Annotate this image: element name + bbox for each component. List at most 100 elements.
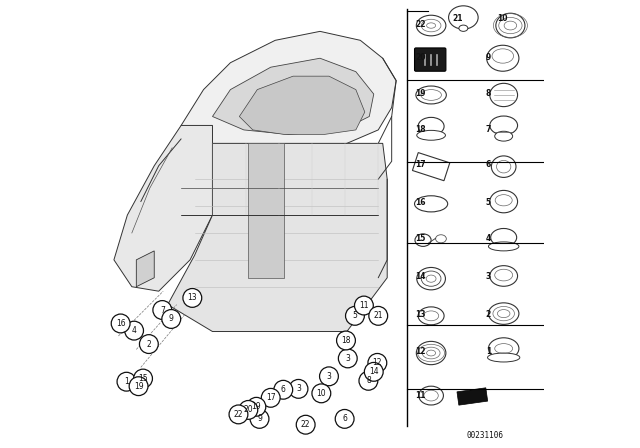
Text: 2: 2: [147, 340, 151, 349]
Text: 4: 4: [486, 234, 491, 243]
Ellipse shape: [490, 190, 518, 213]
Circle shape: [364, 362, 383, 381]
Circle shape: [162, 310, 180, 328]
Text: 3: 3: [326, 372, 332, 381]
Circle shape: [111, 314, 130, 333]
Ellipse shape: [415, 196, 448, 212]
Text: 12: 12: [415, 347, 426, 356]
Circle shape: [229, 405, 248, 424]
Text: 6: 6: [486, 160, 491, 169]
Circle shape: [140, 335, 158, 353]
Circle shape: [339, 349, 357, 368]
Text: 20: 20: [243, 405, 253, 414]
Text: 1: 1: [124, 377, 129, 386]
Ellipse shape: [490, 116, 518, 135]
Text: 16: 16: [415, 198, 426, 207]
Ellipse shape: [449, 6, 478, 29]
Polygon shape: [248, 143, 284, 278]
Polygon shape: [457, 388, 488, 405]
Circle shape: [250, 409, 269, 428]
Ellipse shape: [496, 13, 525, 38]
Ellipse shape: [488, 338, 519, 359]
Circle shape: [183, 289, 202, 307]
Polygon shape: [168, 143, 387, 332]
Text: 18: 18: [415, 125, 426, 134]
Text: 15: 15: [415, 234, 426, 243]
Circle shape: [153, 301, 172, 319]
Text: 9: 9: [257, 414, 262, 423]
Ellipse shape: [488, 353, 520, 362]
Text: 19: 19: [252, 402, 261, 411]
Text: 21: 21: [374, 311, 383, 320]
Text: 9: 9: [169, 314, 173, 323]
Text: 8: 8: [486, 89, 491, 98]
Circle shape: [289, 379, 308, 398]
Text: 22: 22: [234, 410, 243, 419]
Circle shape: [312, 384, 331, 403]
Circle shape: [125, 321, 143, 340]
Ellipse shape: [495, 131, 513, 141]
Circle shape: [319, 367, 339, 386]
Ellipse shape: [490, 83, 518, 107]
Ellipse shape: [416, 341, 446, 365]
Ellipse shape: [421, 271, 441, 286]
Text: 10: 10: [497, 14, 508, 23]
Circle shape: [261, 388, 280, 407]
Ellipse shape: [417, 267, 445, 290]
Text: 7: 7: [486, 125, 491, 134]
Text: 5: 5: [353, 311, 357, 320]
Circle shape: [335, 409, 354, 428]
Text: 4: 4: [132, 326, 136, 335]
Ellipse shape: [488, 242, 519, 251]
Text: 11: 11: [359, 301, 369, 310]
Polygon shape: [412, 153, 450, 181]
Polygon shape: [181, 31, 396, 152]
Ellipse shape: [416, 15, 446, 36]
Text: 14: 14: [415, 272, 426, 281]
Text: 11: 11: [415, 391, 426, 400]
Text: 17: 17: [415, 160, 426, 169]
Text: 5: 5: [486, 198, 491, 207]
Circle shape: [117, 372, 136, 391]
Circle shape: [369, 306, 388, 325]
Circle shape: [359, 371, 378, 390]
Text: 3: 3: [296, 384, 301, 393]
Text: 20: 20: [415, 53, 426, 62]
Text: 19: 19: [134, 382, 143, 391]
Polygon shape: [136, 251, 154, 287]
Circle shape: [296, 415, 315, 434]
Ellipse shape: [491, 228, 516, 246]
Circle shape: [337, 331, 355, 350]
Polygon shape: [114, 125, 212, 291]
Text: 12: 12: [372, 358, 382, 367]
Text: 15: 15: [138, 374, 148, 383]
Text: 6: 6: [281, 385, 285, 394]
Ellipse shape: [436, 235, 446, 243]
Circle shape: [129, 377, 148, 396]
Text: 19: 19: [415, 89, 426, 98]
Text: 22: 22: [301, 420, 310, 429]
Text: 21: 21: [452, 14, 463, 23]
Circle shape: [239, 401, 258, 419]
Polygon shape: [239, 76, 365, 134]
Ellipse shape: [416, 86, 446, 104]
Ellipse shape: [490, 266, 518, 286]
Ellipse shape: [419, 386, 444, 405]
Circle shape: [274, 380, 292, 399]
Ellipse shape: [417, 130, 445, 140]
Text: 2: 2: [486, 310, 491, 319]
Text: 6: 6: [342, 414, 347, 423]
Text: 3: 3: [346, 354, 350, 363]
Text: 13: 13: [415, 310, 426, 319]
Text: 3: 3: [486, 272, 491, 281]
Text: 10: 10: [317, 389, 326, 398]
Text: 22: 22: [415, 20, 426, 29]
Circle shape: [247, 397, 266, 416]
Ellipse shape: [418, 117, 444, 135]
Text: 8: 8: [366, 376, 371, 385]
Text: 17: 17: [266, 393, 276, 402]
Text: 1: 1: [486, 347, 491, 356]
Circle shape: [346, 306, 364, 325]
FancyBboxPatch shape: [415, 48, 446, 71]
Text: 9: 9: [486, 53, 491, 62]
